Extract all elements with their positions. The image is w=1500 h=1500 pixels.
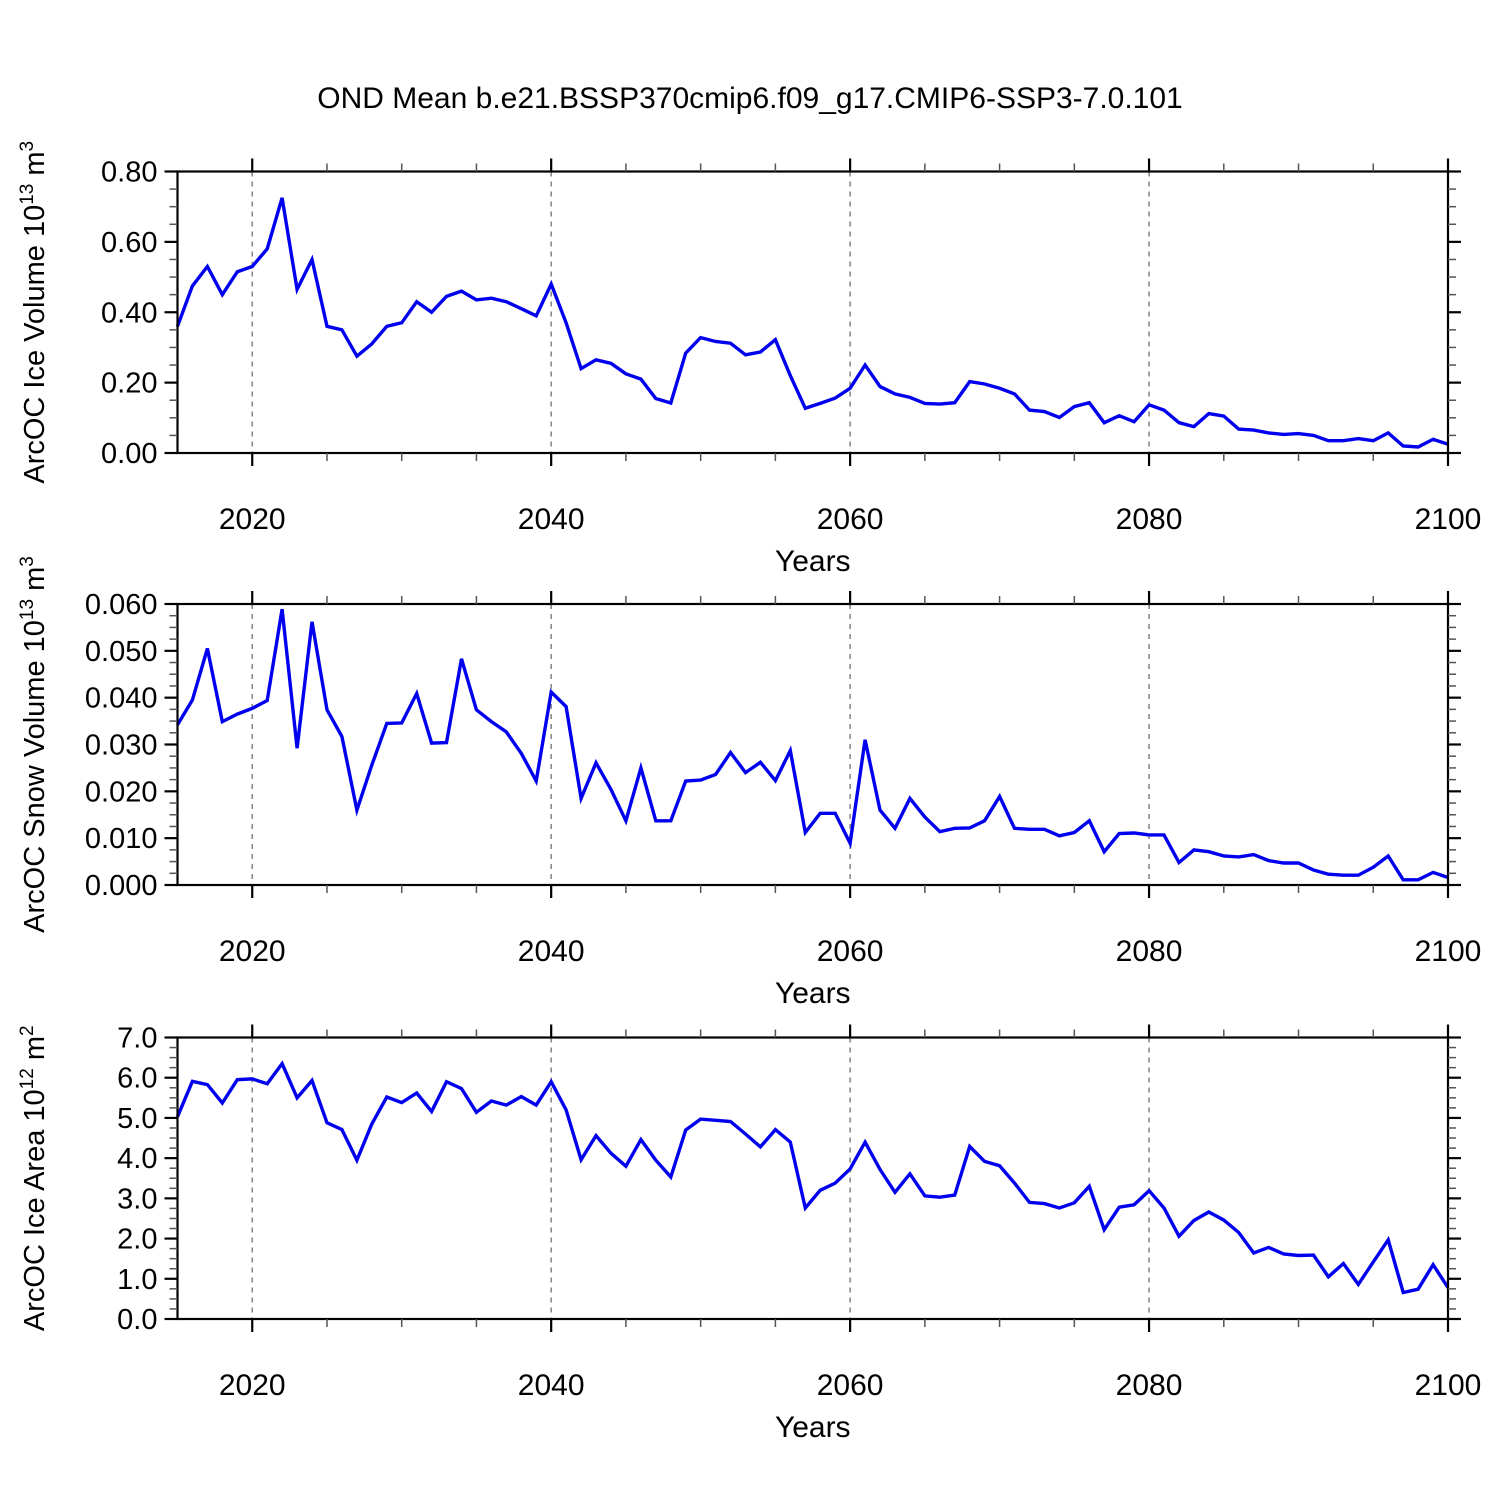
snow-volume-chart: 2020 2040 2060 2080 2100 0.000 0.010 0.020 0.030…: [17, 556, 1481, 1010]
y-tick-label: 5.0: [117, 1103, 157, 1135]
arcoc-ice-volume-line: [175, 197, 1449, 449]
x-tick-label: 2020: [219, 1369, 286, 1402]
ice-volume-chart: 2020 2040 2060 2080 2100 0.00 0.20 0.40 0.60 0.80…: [17, 141, 1481, 578]
y-axis-title: ArcOC Ice Volume 1013 m3: [17, 141, 51, 484]
x-tick-label: 2040: [518, 1369, 585, 1402]
x-tick-label: 2040: [518, 503, 585, 536]
x-tick-label: 2060: [817, 503, 884, 536]
x-axis-title: Years: [775, 545, 851, 578]
x-tick-label: 2060: [817, 935, 884, 968]
y-tick-label: 0.0: [117, 1304, 157, 1336]
x-tick-label: 2080: [1116, 503, 1183, 536]
y-tick-label: 3.0: [117, 1183, 157, 1215]
x-axis-title: Years: [775, 1411, 851, 1444]
y-tick-label: 0.010: [85, 823, 158, 855]
x-tick-label: 2100: [1415, 935, 1482, 968]
y-tick-label: 0.040: [85, 683, 158, 715]
x-tick-label: 2080: [1116, 1369, 1183, 1402]
figure-title: OND Mean b.e21.BSSP370cmip6.f09_g17.CMIP…: [317, 82, 1183, 115]
plot-border: [176, 170, 1450, 455]
y-tick-label: 0.20: [101, 368, 157, 400]
y-axis-title: ArcOC Ice Area 1012 m2: [17, 1025, 51, 1331]
y-tick-label: 2.0: [117, 1224, 157, 1256]
y-tick-label: 7.0: [117, 1023, 157, 1055]
x-tick-label: 2020: [219, 503, 286, 536]
y-tick-label: 0.050: [85, 636, 158, 668]
x-axis-title: Years: [775, 977, 851, 1010]
y-tick-label: 6.0: [117, 1063, 157, 1095]
x-tick-label: 2040: [518, 935, 585, 968]
x-tick-label: 2020: [219, 935, 286, 968]
y-tick-label: 0.00: [101, 438, 157, 470]
plot-border: [176, 1036, 1450, 1321]
arcoc-snow-volume-line: [176, 608, 1449, 882]
x-tick-label: 2060: [817, 1369, 884, 1402]
plot-border: [176, 602, 1450, 887]
y-tick-label: 0.060: [85, 589, 158, 621]
arcoc-ice-area-line: [175, 1060, 1450, 1295]
x-tick-label: 2100: [1415, 503, 1482, 536]
y-tick-label: 0.80: [101, 157, 157, 189]
x-tick-label: 2080: [1116, 935, 1183, 968]
y-tick-label: 0.000: [85, 870, 158, 902]
y-tick-label: 1.0: [117, 1264, 157, 1296]
y-tick-label: 0.030: [85, 730, 158, 762]
y-tick-label: 0.020: [85, 776, 158, 808]
x-tick-label: 2100: [1415, 1369, 1482, 1402]
y-tick-label: 0.60: [101, 227, 157, 259]
ice-area-chart: 2020 2040 2060 2080 2100 0.0 1.0 2.0 3.0 4.0 5.0 6.…: [17, 1023, 1481, 1445]
y-tick-label: 0.40: [101, 297, 157, 329]
y-tick-label: 4.0: [117, 1143, 157, 1175]
y-axis-title: ArcOC Snow Volume 1013 m3: [17, 556, 51, 933]
